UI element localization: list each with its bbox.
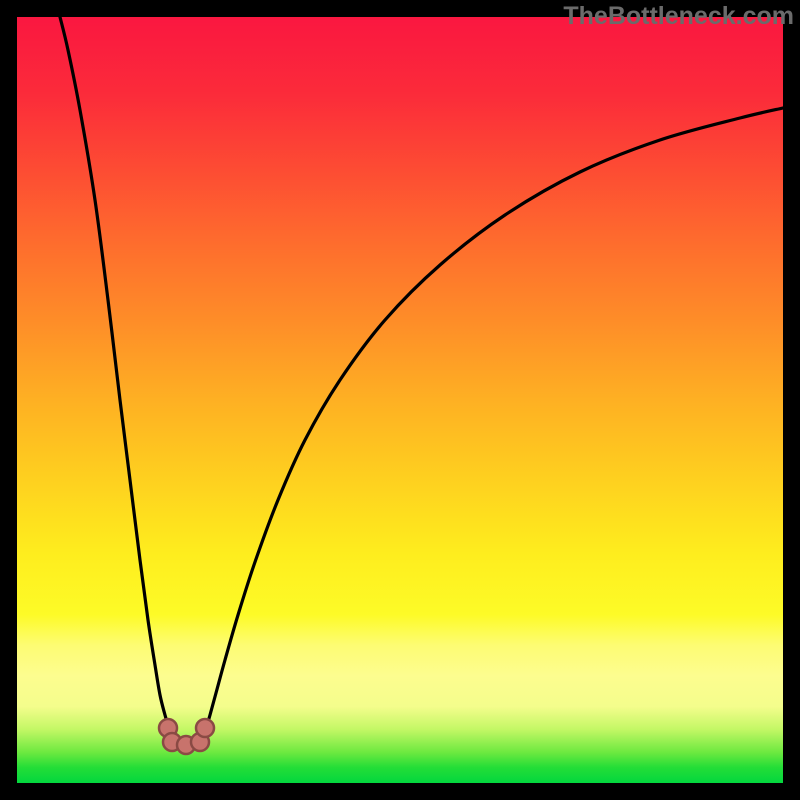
bottleneck-chart-svg xyxy=(0,0,800,800)
watermark-text: TheBottleneck.com xyxy=(563,0,800,31)
dip-marker xyxy=(196,719,214,737)
chart-gradient-bg xyxy=(17,17,783,783)
chart-frame: TheBottleneck.com xyxy=(0,0,800,800)
